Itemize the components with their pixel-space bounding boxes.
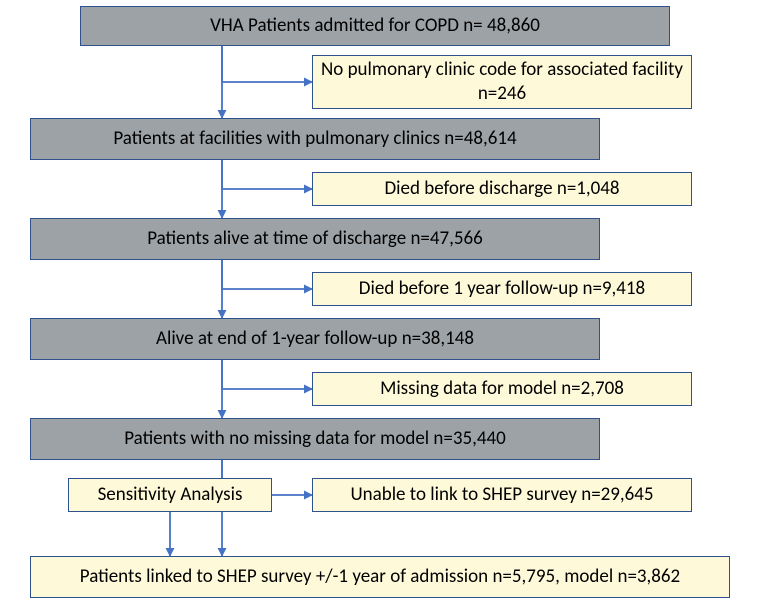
flow-edge-n3-s3: [222, 360, 312, 389]
flow-edge-n1-s1: [222, 160, 312, 189]
flow-node-n5: Patients linked to SHEP survey +/-1 year…: [30, 556, 730, 598]
flow-node-s2: Died before 1 year follow-up n=9,418: [312, 272, 692, 306]
flow-node-s0: No pulmonary clinic code for associated …: [312, 55, 692, 109]
flowchart-canvas: VHA Patients admitted for COPD n= 48,860…: [0, 0, 762, 609]
flow-node-n2: Patients alive at time of discharge n=47…: [30, 218, 600, 260]
flow-edge-n0-s0: [222, 46, 312, 82]
flow-node-n0: VHA Patients admitted for COPD n= 48,860: [80, 6, 670, 46]
flow-node-s4: Unable to link to SHEP survey n=29,645: [312, 478, 692, 512]
flow-edge-n2-s2: [222, 260, 312, 289]
flow-node-n1: Patients at facilities with pulmonary cl…: [30, 118, 600, 160]
flow-node-sa: Sensitivity Analysis: [68, 478, 272, 512]
flow-node-s1: Died before discharge n=1,048: [312, 172, 692, 206]
flow-node-n4: Patients with no missing data for model …: [30, 418, 600, 460]
flow-node-s3: Missing data for model n=2,708: [312, 372, 692, 406]
flow-node-n3: Alive at end of 1-year follow-up n=38,14…: [30, 318, 600, 360]
